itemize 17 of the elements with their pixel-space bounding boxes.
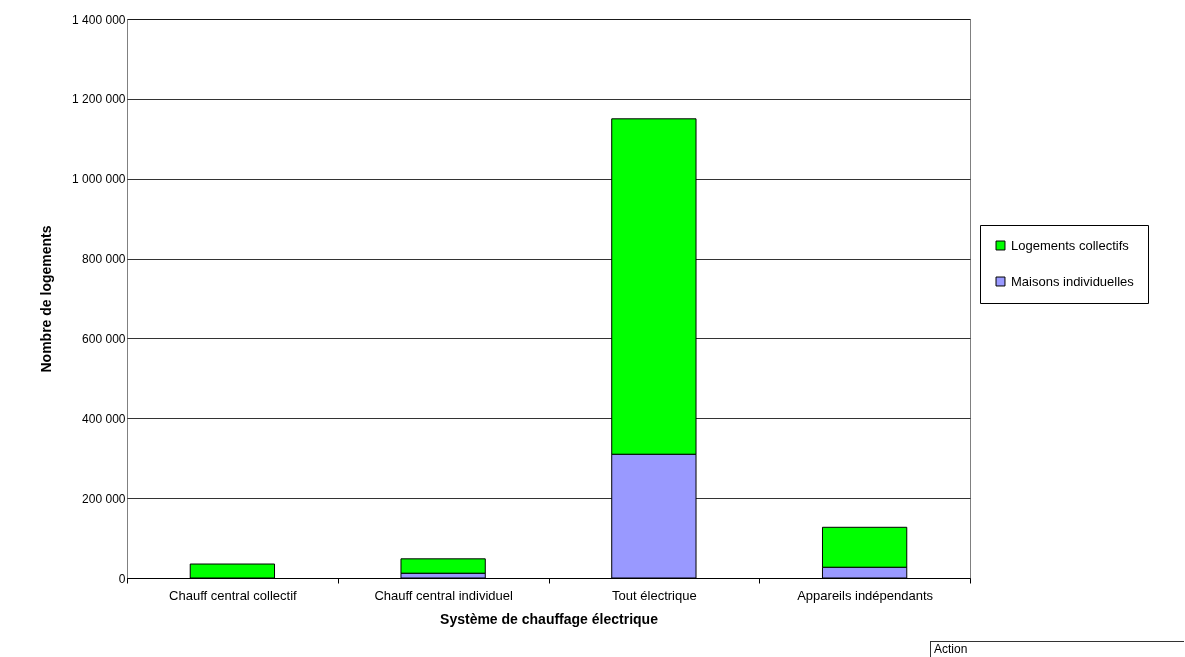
y-tick-label: 400 000 <box>82 411 126 426</box>
y-tick-label: 200 000 <box>82 491 126 506</box>
y-tick-label: 1 200 000 <box>72 92 126 107</box>
y-axis-title: Nombre de logements <box>38 225 55 373</box>
x-tick-label: Appareils indépendants <box>797 587 934 603</box>
text: Action <box>930 641 1184 657</box>
y-tick-label: 600 000 <box>82 331 126 346</box>
y-tick-label: 800 000 <box>82 252 126 267</box>
legend-label: Logements collectifs <box>1011 237 1130 253</box>
x-axis-title: Système de chauffage électrique <box>440 610 659 627</box>
y-tick-label: 0 <box>118 571 126 586</box>
legend-label: Maisons individuelles <box>1011 273 1135 289</box>
x-tick-label: Tout électrique <box>612 587 697 603</box>
y-tick-label: 1 400 000 <box>72 12 126 27</box>
x-tick-label: Chauff central collectif <box>169 587 298 603</box>
x-tick-label: Chauff central individuel <box>374 587 513 603</box>
y-tick-label: 1 000 000 <box>72 172 126 187</box>
